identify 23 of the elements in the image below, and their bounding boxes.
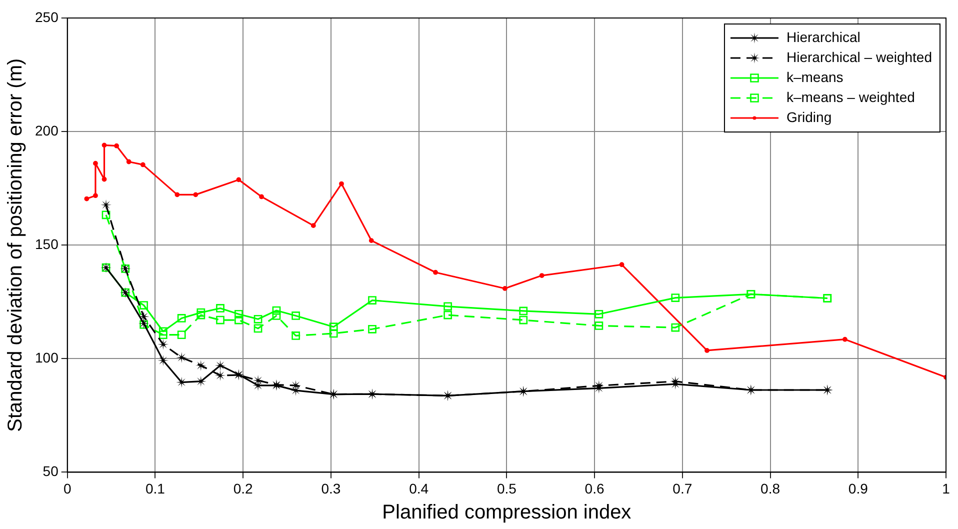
x-tick-label: 0.8 — [760, 480, 780, 496]
x-tick-label: 0.1 — [145, 480, 166, 496]
x-tick-label: 0.6 — [584, 480, 604, 496]
y-tick-label: 250 — [35, 8, 59, 25]
legend-label: Hierarchical — [786, 28, 860, 45]
x-tick-label: 0.9 — [848, 480, 868, 496]
x-tick-label: 0.3 — [321, 480, 341, 496]
legend-label: k–means — [786, 68, 844, 85]
y-tick-label: 150 — [35, 236, 59, 252]
y-tick-label: 200 — [35, 122, 59, 138]
legend-label: k–means – weighted — [786, 88, 915, 105]
y-tick-label: 50 — [42, 463, 59, 480]
x-tick-label: 0.4 — [409, 480, 429, 496]
x-axis-title: Planified compression index — [382, 502, 632, 524]
x-tick-label: 1 — [942, 480, 950, 496]
y-axis-title: Standard deviation of positioning error (m) — [4, 58, 27, 432]
legend-label: Hierarchical – weighted — [786, 48, 932, 65]
x-tick-label: 0.7 — [672, 480, 692, 496]
x-tick-label: 0.5 — [496, 480, 517, 496]
legend-label: Griding — [786, 108, 832, 125]
y-tick-label: 100 — [35, 350, 59, 366]
x-tick-label: 0 — [63, 480, 72, 496]
x-tick-label: 0.2 — [233, 480, 254, 496]
